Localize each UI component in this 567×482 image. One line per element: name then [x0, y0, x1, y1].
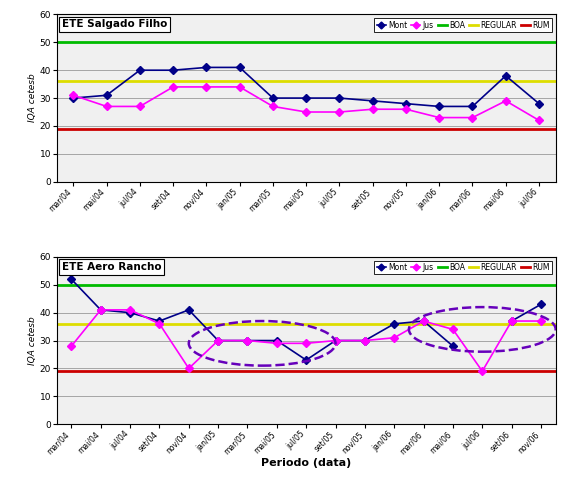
- Text: ETE Salgado Filho: ETE Salgado Filho: [62, 19, 167, 29]
- Legend: Mont, Jus, BOA, REGULAR, RUM: Mont, Jus, BOA, REGULAR, RUM: [374, 261, 552, 274]
- Legend: Mont, Jus, BOA, REGULAR, RUM: Mont, Jus, BOA, REGULAR, RUM: [374, 18, 552, 32]
- X-axis label: Periodo (data): Periodo (data): [261, 458, 352, 469]
- Text: ETE Aero Rancho: ETE Aero Rancho: [62, 262, 162, 272]
- Y-axis label: IQA cetesb: IQA cetesb: [28, 74, 37, 122]
- Y-axis label: IQA cetesb: IQA cetesb: [28, 316, 37, 365]
